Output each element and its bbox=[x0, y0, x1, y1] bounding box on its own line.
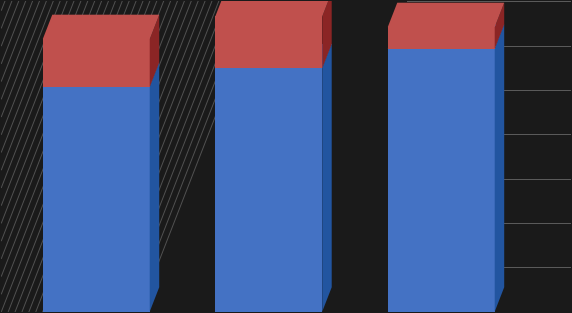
Polygon shape bbox=[322, 0, 332, 68]
Polygon shape bbox=[150, 15, 159, 87]
Polygon shape bbox=[495, 24, 504, 312]
Polygon shape bbox=[215, 0, 332, 17]
Polygon shape bbox=[43, 15, 159, 39]
Polygon shape bbox=[43, 39, 150, 87]
Polygon shape bbox=[388, 24, 504, 49]
Polygon shape bbox=[388, 3, 504, 27]
Polygon shape bbox=[215, 68, 322, 312]
Polygon shape bbox=[388, 49, 495, 312]
Polygon shape bbox=[215, 44, 332, 68]
Polygon shape bbox=[150, 63, 159, 312]
Polygon shape bbox=[43, 63, 159, 87]
Polygon shape bbox=[215, 17, 322, 68]
Polygon shape bbox=[388, 27, 495, 49]
Polygon shape bbox=[322, 44, 332, 312]
Polygon shape bbox=[495, 3, 504, 49]
Polygon shape bbox=[43, 87, 150, 312]
